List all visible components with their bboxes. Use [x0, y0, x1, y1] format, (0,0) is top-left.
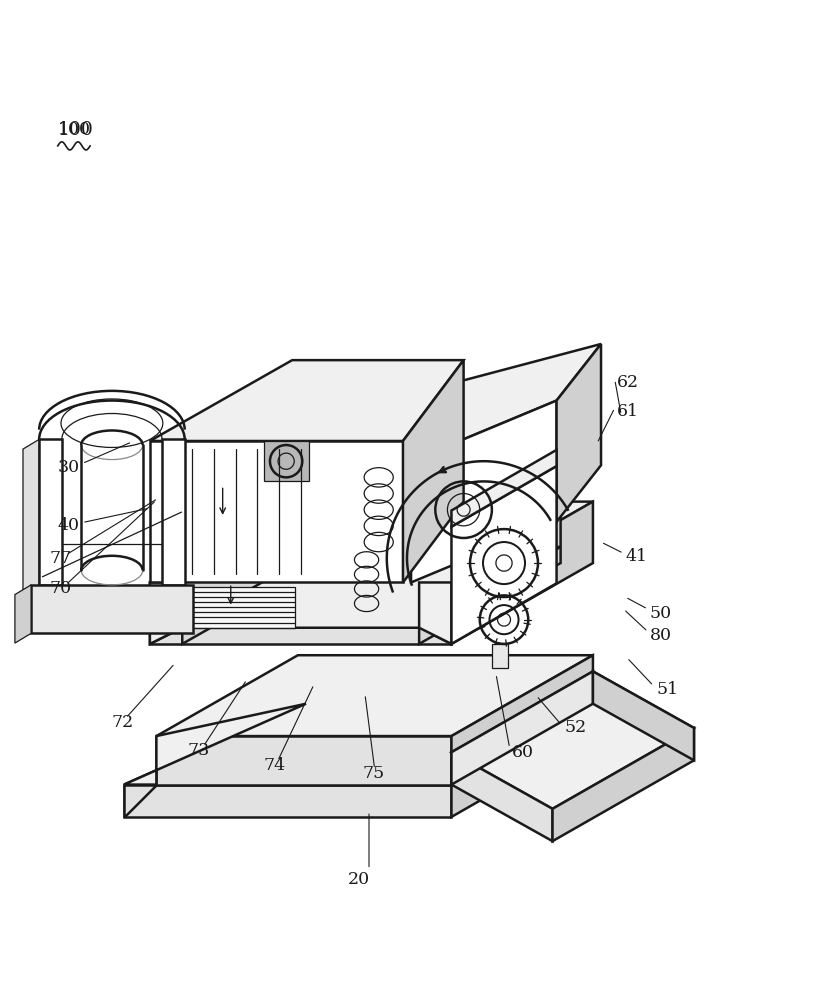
Polygon shape	[39, 439, 62, 585]
Text: 62: 62	[617, 374, 639, 391]
Polygon shape	[124, 704, 306, 785]
Polygon shape	[124, 704, 593, 785]
Text: 75: 75	[362, 765, 385, 782]
Polygon shape	[452, 704, 593, 817]
Polygon shape	[452, 671, 694, 809]
Polygon shape	[156, 655, 593, 736]
Text: 70: 70	[50, 580, 72, 597]
Polygon shape	[411, 344, 601, 461]
Text: 40: 40	[58, 517, 80, 534]
Polygon shape	[31, 585, 193, 633]
Text: 100: 100	[58, 121, 94, 139]
Polygon shape	[553, 728, 694, 841]
Polygon shape	[15, 585, 31, 643]
Polygon shape	[452, 450, 557, 527]
Polygon shape	[150, 360, 464, 441]
Polygon shape	[124, 785, 452, 817]
Polygon shape	[265, 441, 309, 481]
Polygon shape	[156, 736, 452, 785]
Polygon shape	[150, 441, 403, 582]
Polygon shape	[182, 547, 561, 628]
Polygon shape	[452, 752, 553, 841]
Text: 60: 60	[512, 744, 534, 761]
Polygon shape	[419, 582, 452, 644]
Text: 52: 52	[565, 719, 587, 736]
Polygon shape	[557, 344, 601, 522]
Polygon shape	[419, 502, 561, 644]
Polygon shape	[419, 582, 452, 644]
Text: 30: 30	[58, 459, 80, 476]
Text: 41: 41	[625, 548, 647, 565]
Polygon shape	[124, 785, 156, 817]
Polygon shape	[593, 671, 694, 760]
Polygon shape	[492, 644, 508, 668]
Polygon shape	[162, 439, 185, 585]
Polygon shape	[150, 502, 593, 582]
Text: 51: 51	[656, 681, 678, 698]
Polygon shape	[411, 401, 557, 582]
Polygon shape	[452, 466, 557, 644]
Text: 73: 73	[187, 742, 209, 759]
Polygon shape	[182, 502, 325, 644]
Polygon shape	[403, 360, 464, 582]
Text: 72: 72	[112, 714, 134, 731]
Text: 80: 80	[650, 627, 672, 644]
Polygon shape	[150, 582, 182, 644]
Polygon shape	[452, 502, 593, 644]
Polygon shape	[23, 439, 39, 595]
Text: 74: 74	[263, 757, 285, 774]
Text: 77: 77	[50, 550, 72, 567]
Text: 100: 100	[58, 121, 90, 138]
Polygon shape	[150, 582, 182, 644]
Text: 61: 61	[617, 403, 639, 420]
Polygon shape	[452, 671, 593, 785]
Polygon shape	[186, 587, 295, 628]
Polygon shape	[150, 582, 452, 644]
Polygon shape	[452, 655, 593, 785]
Text: 20: 20	[348, 871, 370, 888]
Text: 50: 50	[650, 605, 672, 622]
Polygon shape	[182, 547, 561, 628]
